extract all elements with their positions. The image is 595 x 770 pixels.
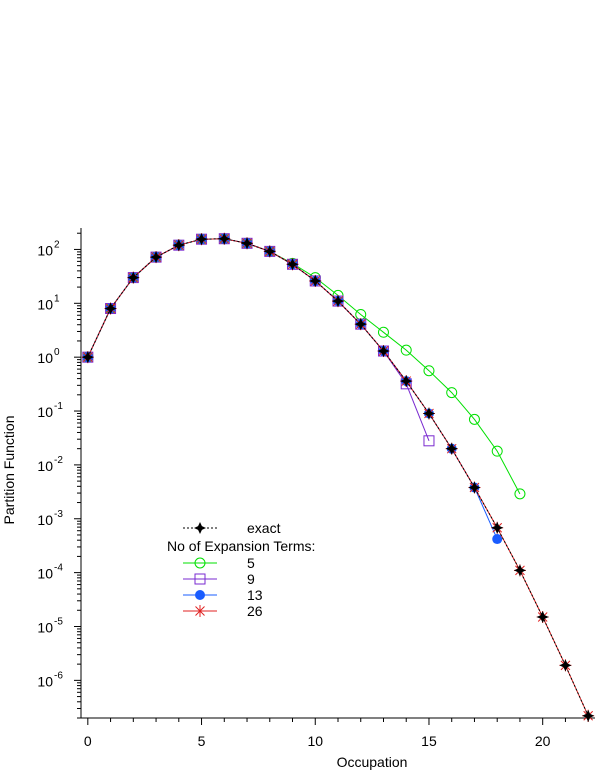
x-tick-label: 5 — [198, 733, 206, 749]
y-tick-label: 10 — [37, 458, 53, 474]
legend-marker-26 — [194, 605, 206, 617]
y-tick-exponent: -2 — [54, 455, 63, 466]
data-point — [423, 435, 435, 447]
data-point — [241, 237, 254, 250]
legend-label-5: 5 — [247, 555, 255, 571]
y-tick-exponent: -5 — [54, 616, 63, 627]
data-point — [377, 326, 389, 338]
data-point — [514, 488, 526, 500]
data-point — [332, 295, 344, 308]
y-tick-exponent: 0 — [54, 347, 60, 358]
data-point — [263, 245, 276, 258]
x-tick-label: 0 — [84, 733, 92, 749]
data-point — [127, 271, 140, 284]
series-exact — [81, 232, 595, 722]
y-tick-label: 10 — [37, 566, 53, 582]
legend-label-exact: exact — [247, 520, 281, 536]
series-9 — [82, 233, 435, 447]
y-tick-exponent: 2 — [54, 239, 60, 250]
data-point — [513, 564, 526, 577]
y-tick-label: 10 — [37, 296, 53, 312]
x-axis-label: Occupation — [337, 754, 408, 770]
y-tick-label: 10 — [37, 404, 53, 420]
data-point — [423, 365, 435, 377]
series-13 — [82, 233, 503, 545]
legend-marker-13 — [195, 590, 205, 600]
legend-label-9: 9 — [247, 571, 255, 587]
data-point — [377, 345, 390, 358]
data-point — [468, 481, 481, 494]
data-point — [104, 302, 117, 315]
data-point — [582, 709, 595, 722]
y-tick-exponent: 1 — [54, 293, 60, 304]
x-tick-label: 20 — [535, 733, 551, 749]
data-point — [400, 375, 413, 388]
data-point — [286, 258, 299, 271]
data-point — [492, 534, 503, 545]
legend-label-26: 26 — [247, 603, 263, 619]
data-point — [354, 318, 367, 331]
data-point — [446, 387, 458, 399]
data-point — [491, 521, 504, 534]
y-tick-label: 10 — [37, 512, 53, 528]
data-point — [218, 232, 231, 245]
data-point — [559, 659, 572, 672]
legend-heading: No of Expansion Terms: — [167, 538, 315, 554]
series-line — [87, 238, 430, 441]
x-tick-label: 15 — [421, 733, 437, 749]
series-line — [87, 238, 589, 717]
data-point — [150, 251, 163, 264]
y-tick-label: 10 — [37, 619, 53, 635]
series-line — [87, 238, 521, 495]
y-tick-label: 10 — [37, 673, 53, 689]
y-tick-label: 10 — [37, 242, 53, 258]
legend-marker-exact — [194, 522, 206, 534]
x-tick-label: 10 — [307, 733, 323, 749]
data-point — [400, 344, 412, 356]
legend-label-13: 13 — [247, 587, 263, 603]
data-point — [468, 413, 480, 425]
series-line — [87, 238, 498, 540]
data-point — [81, 351, 94, 364]
data-point — [195, 233, 208, 246]
series-5 — [82, 233, 526, 500]
data-point — [536, 611, 549, 624]
y-tick-exponent: -3 — [54, 509, 63, 520]
data-point — [309, 274, 322, 287]
y-tick-label: 10 — [37, 350, 53, 366]
legend-marker-5 — [194, 557, 206, 569]
data-point — [491, 445, 503, 457]
legend-marker-9 — [194, 573, 206, 585]
series-layer — [81, 232, 595, 722]
data-point — [172, 239, 185, 252]
series-line — [87, 238, 589, 717]
y-tick-exponent: -4 — [54, 563, 63, 574]
y-tick-exponent: -1 — [54, 401, 63, 412]
data-point — [445, 442, 458, 455]
data-point — [422, 407, 435, 420]
y-axis-label: Partition Function — [1, 416, 17, 525]
y-tick-exponent: -6 — [54, 670, 63, 681]
